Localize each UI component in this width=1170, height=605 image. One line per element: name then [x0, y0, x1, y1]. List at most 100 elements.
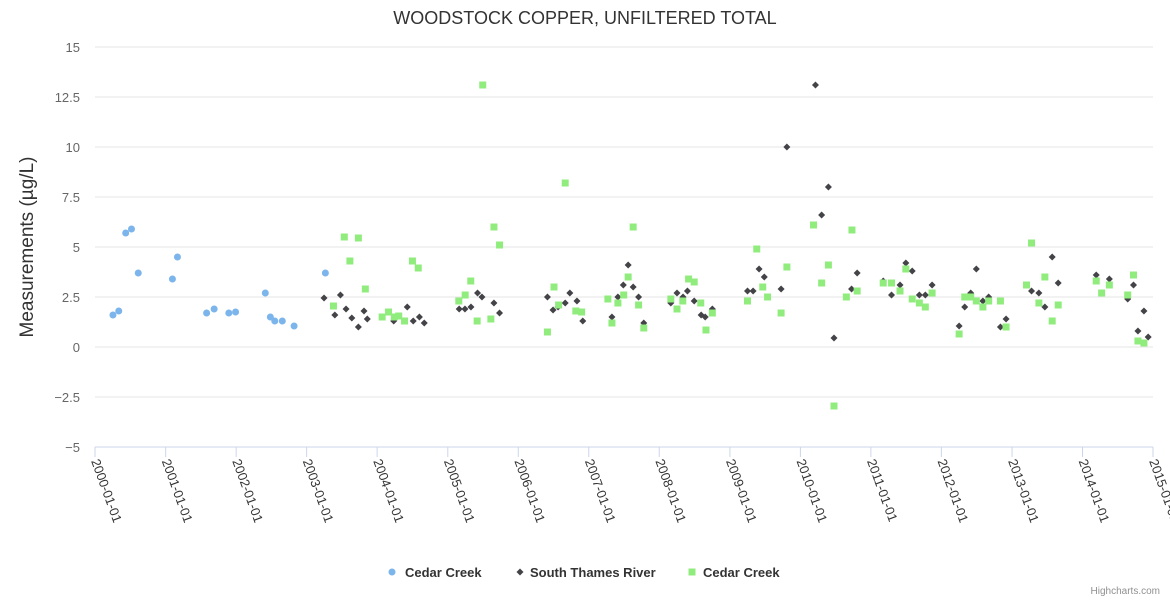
data-point: [1035, 299, 1043, 307]
y-tick-label: 15: [66, 40, 80, 55]
data-point: [777, 309, 785, 317]
data-point: [921, 291, 929, 299]
data-point: [619, 281, 627, 289]
data-point: [755, 265, 763, 273]
data-point: [543, 293, 551, 301]
data-point: [853, 287, 861, 295]
data-point: [415, 313, 423, 321]
x-tick-label: 2002-01-01: [229, 457, 266, 525]
y-tick-label: 10: [66, 140, 80, 155]
data-point: [928, 281, 936, 289]
data-point: [478, 293, 486, 301]
data-point: [629, 223, 637, 231]
data-point: [122, 229, 130, 237]
data-point: [361, 285, 369, 293]
data-point: [777, 285, 785, 293]
data-point: [685, 275, 693, 283]
data-point: [961, 293, 969, 301]
data-point: [1098, 289, 1106, 297]
data-point: [340, 233, 348, 241]
data-point: [1035, 289, 1043, 297]
data-point: [683, 287, 691, 295]
data-point: [967, 293, 975, 301]
data-point: [408, 257, 416, 265]
credits-link[interactable]: Highcharts.com: [1090, 586, 1160, 597]
data-point: [690, 278, 698, 286]
data-point: [354, 234, 362, 242]
x-tick-label: 2014-01-01: [1076, 457, 1113, 525]
data-point: [134, 269, 142, 277]
plot-area: [109, 81, 1152, 410]
data-point: [1124, 291, 1132, 299]
x-tick-label: 2001-01-01: [159, 457, 196, 525]
data-point: [955, 322, 963, 330]
data-point: [321, 269, 329, 277]
data-point: [346, 257, 354, 265]
data-point: [479, 81, 487, 89]
legend-symbol: [516, 568, 524, 576]
data-point: [496, 241, 504, 249]
legend-item-2[interactable]: South Thames River: [516, 565, 656, 580]
data-point: [543, 328, 551, 336]
data-point: [1134, 327, 1142, 335]
data-point: [604, 295, 612, 303]
data-point: [908, 295, 916, 303]
data-point: [261, 289, 269, 297]
y-tick-label: 0: [73, 340, 80, 355]
data-point: [572, 307, 580, 315]
data-point: [961, 303, 969, 311]
data-point: [461, 291, 469, 299]
data-point: [764, 293, 772, 301]
data-point: [496, 309, 504, 317]
data-point: [173, 253, 181, 261]
x-tick-label: 2013-01-01: [1005, 457, 1042, 525]
legend-item-3[interactable]: Cedar Creek: [688, 565, 781, 580]
data-point: [461, 305, 469, 313]
legend-item-1[interactable]: Cedar Creek: [388, 565, 483, 580]
data-point: [635, 293, 643, 301]
x-tick-label: 2009-01-01: [723, 457, 760, 525]
data-point: [743, 287, 751, 295]
data-point: [697, 299, 705, 307]
data-point: [561, 299, 569, 307]
data-point: [401, 317, 409, 325]
x-tick-label: 2003-01-01: [300, 457, 337, 525]
data-point: [614, 293, 622, 301]
data-point: [168, 275, 176, 283]
y-axis: −5 −2.5 0 2.5 5 7.5 10 12.5 15: [54, 40, 80, 455]
data-point: [608, 319, 616, 327]
data-point: [342, 305, 350, 313]
data-point: [830, 402, 838, 410]
data-point: [1041, 273, 1049, 281]
data-point: [1092, 271, 1100, 279]
data-point: [624, 261, 632, 269]
data-point: [996, 297, 1004, 305]
data-point: [473, 317, 481, 325]
data-point: [271, 317, 279, 325]
data-point: [225, 309, 233, 317]
data-point: [624, 273, 632, 281]
data-point: [1054, 279, 1062, 287]
data-point: [1105, 275, 1113, 283]
data-point: [979, 303, 987, 311]
data-point: [578, 308, 586, 316]
data-point: [1028, 239, 1036, 247]
data-point: [818, 279, 826, 287]
data-point: [614, 299, 622, 307]
data-point: [1041, 303, 1049, 311]
data-point: [690, 297, 698, 305]
legend[interactable]: Cedar Creek South Thames River Cedar Creek: [388, 565, 781, 580]
data-point: [409, 317, 417, 325]
data-point: [673, 289, 681, 297]
data-point: [824, 183, 832, 191]
data-point: [629, 283, 637, 291]
data-point: [467, 303, 475, 311]
data-point: [888, 291, 896, 299]
data-point: [979, 297, 987, 305]
data-point: [385, 308, 393, 316]
data-point: [1129, 281, 1137, 289]
data-point: [879, 279, 887, 287]
data-point: [667, 295, 675, 303]
data-point: [759, 283, 767, 291]
